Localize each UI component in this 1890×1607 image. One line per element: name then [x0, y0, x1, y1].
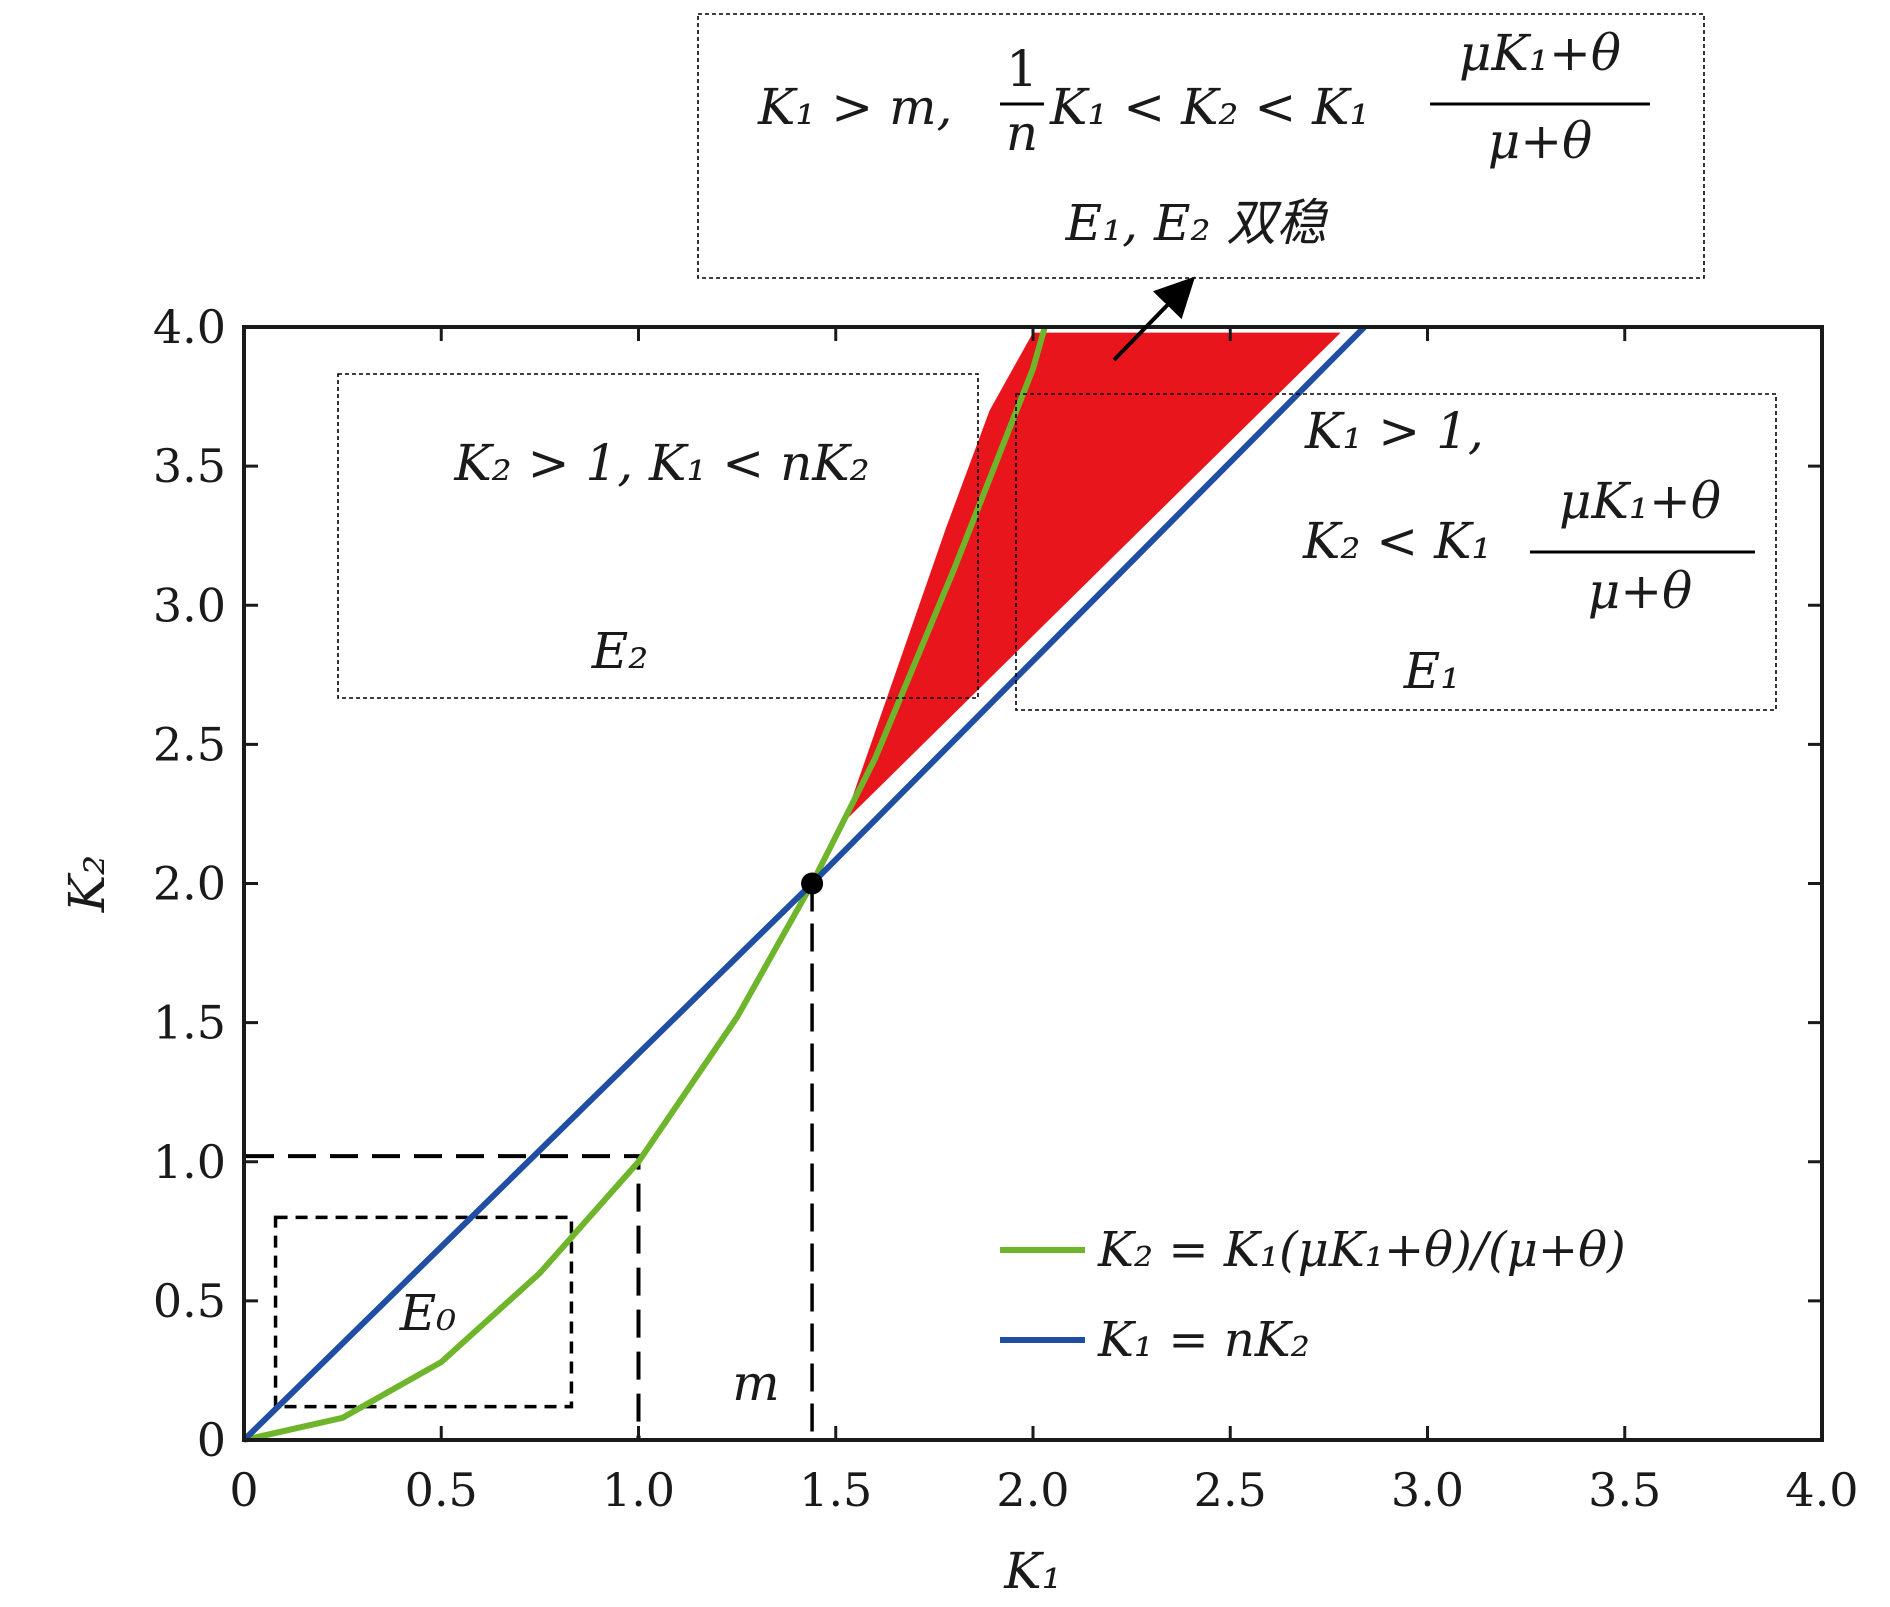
- m-label: m: [732, 1354, 779, 1412]
- x-tick-label: 1.5: [799, 1463, 872, 1517]
- legend-label-green: K₂ = K₁(μK₁+θ)/(μ+θ): [1097, 1222, 1626, 1278]
- bistable-part1: K₁ > m,: [757, 78, 952, 136]
- series-line-green: [243, 326, 1048, 1443]
- bistable-frac-a-den: n: [1006, 104, 1038, 162]
- intersection-point: [801, 872, 824, 895]
- e1-annotation-box: [1015, 393, 1777, 711]
- e0-label: E₀: [399, 1284, 457, 1342]
- e1-frac-denominator: μ+θ: [1588, 562, 1693, 620]
- x-tick-label: 2.0: [996, 1463, 1069, 1517]
- bistable-region: [843, 332, 1341, 823]
- e0-dotted-box: [273, 1215, 574, 1409]
- y-tick-label: 0.5: [153, 1274, 226, 1328]
- x-tick-label: 2.5: [1194, 1463, 1267, 1517]
- y-tick-label: 1.5: [153, 996, 226, 1050]
- bistable-arrow: [1112, 276, 1196, 362]
- y-tick-label: 3.0: [153, 578, 226, 632]
- y-tick-label: 2.0: [153, 857, 226, 911]
- legend-label-blue: K₁ = nK₂: [1097, 1312, 1310, 1368]
- y-tick-label: 2.5: [153, 717, 226, 771]
- e2-condition-text: K₂ > 1, K₁ < nK₂: [453, 434, 869, 492]
- axis-ticks: 0 0.5 1.0 1.5 2.0 2.5 3.0 3.5 4.0 0 0.5 1.0 1.5 2.0 2.…: [153, 300, 1859, 1517]
- bistable-frac-b-den: μ+θ: [1488, 112, 1593, 170]
- y-axis-label: K₂: [58, 855, 116, 913]
- bistable-part2: K₁ < K₂ < K₁: [1049, 78, 1370, 136]
- e1-frac-numerator: μK₁+θ: [1559, 472, 1721, 530]
- bistable-frac-a-num: 1: [1006, 40, 1038, 98]
- y-tick-label: 1.0: [153, 1135, 226, 1189]
- bistable-frac-b-num: μK₁+θ: [1459, 24, 1621, 82]
- x-tick-label: 3.0: [1391, 1463, 1464, 1517]
- x-tick-label: 0: [229, 1463, 258, 1517]
- x-tick-label: 4.0: [1785, 1463, 1858, 1517]
- e1-label-text: E₁: [1403, 642, 1461, 700]
- y-tick-label: 0: [197, 1413, 226, 1467]
- x-tick-label: 1.0: [602, 1463, 675, 1517]
- x-tick-label: 0.5: [405, 1463, 478, 1517]
- e1-condition-line1: K₁ > 1,: [1304, 402, 1484, 460]
- y-tick-label: 4.0: [153, 300, 226, 354]
- bistable-annotation-box: [697, 13, 1705, 279]
- e2-label-text: E₂: [591, 622, 649, 680]
- legend: K₂ = K₁(μK₁+θ)/(μ+θ) K₁ = nK₂: [1000, 1222, 1626, 1368]
- e2-annotation-box: [337, 373, 979, 699]
- x-tick-label: 3.5: [1588, 1463, 1661, 1517]
- y-tick-label: 3.5: [153, 439, 226, 493]
- e1-condition-line2: K₂ < K₁: [1302, 512, 1491, 570]
- e0-dashed-box: [246, 1154, 641, 1440]
- bistable-label: E₁, E₂ 双稳: [1065, 194, 1329, 252]
- x-axis-label: K₁: [1003, 1542, 1061, 1600]
